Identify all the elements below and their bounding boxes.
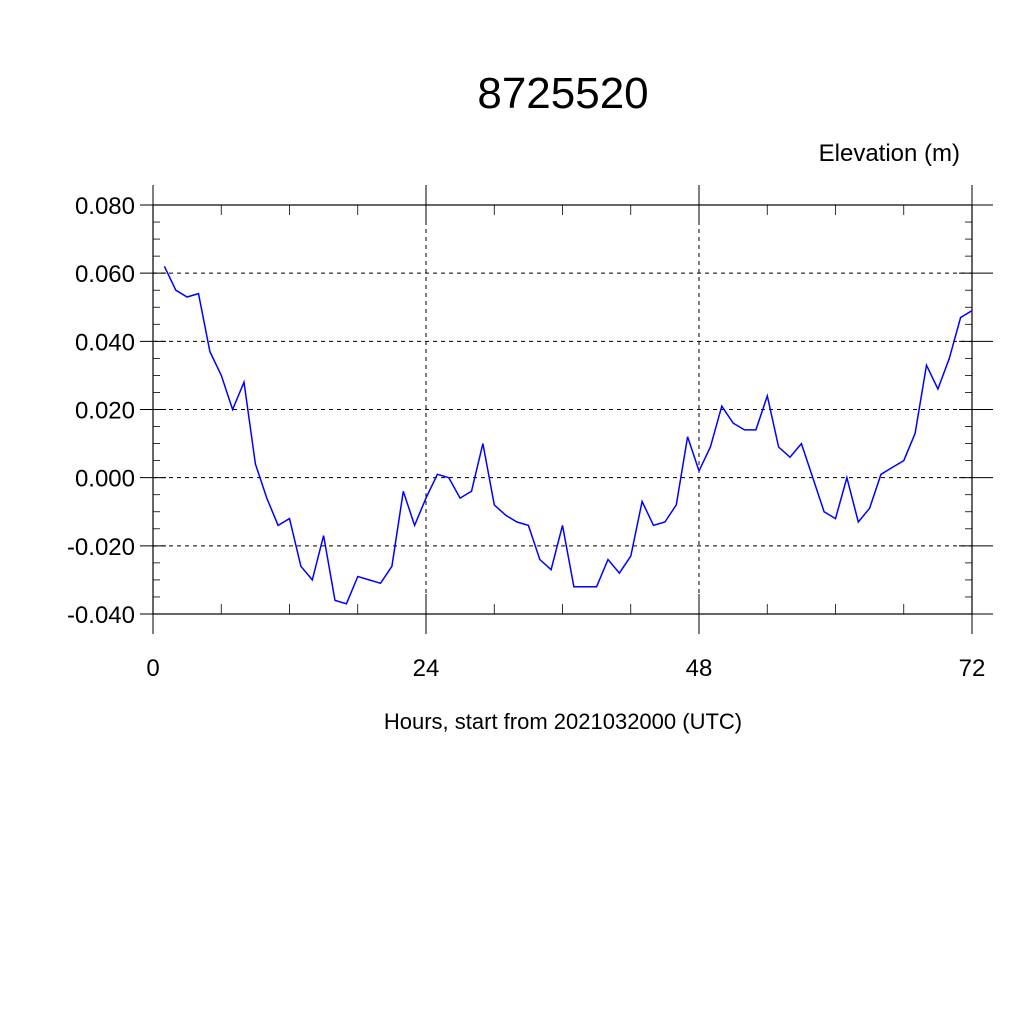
y-tick-label: -0.040 xyxy=(67,602,135,629)
x-tick-label: 0 xyxy=(146,655,159,682)
grid-lines xyxy=(153,204,972,615)
y-tick-label: 0.020 xyxy=(75,398,135,425)
axis-ticks xyxy=(140,185,993,634)
chart-title: 8725520 xyxy=(477,69,648,118)
y-tick-label: -0.020 xyxy=(67,534,135,561)
x-axis-label: Hours, start from 2021032000 (UTC) xyxy=(384,709,742,734)
x-tick-label: 48 xyxy=(686,655,713,682)
chart-subtitle: Elevation (m) xyxy=(819,140,960,167)
plot-area xyxy=(163,265,973,605)
y-tick-label: 0.040 xyxy=(75,329,135,356)
y-tick-label: 0.080 xyxy=(75,193,135,220)
elevation-series-line xyxy=(163,265,973,605)
x-tick-label: 72 xyxy=(959,655,986,682)
y-tick-label: 0.000 xyxy=(75,466,135,493)
y-tick-label: 0.060 xyxy=(75,261,135,288)
x-tick-label: 24 xyxy=(413,655,440,682)
tick-labels: -0.040 -0.020 0.000 0.020 0.040 0.060 0.080 0 24… xyxy=(67,193,985,682)
